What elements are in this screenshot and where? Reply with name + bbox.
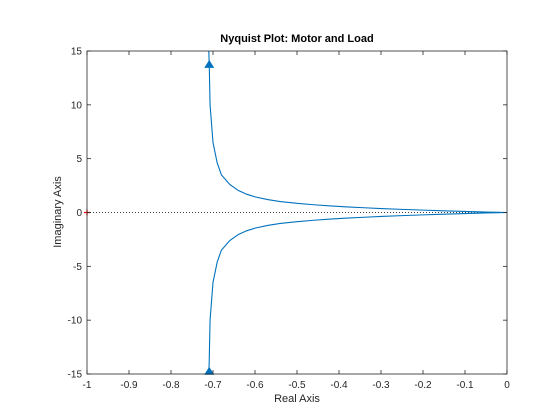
y-tick-label: -5 — [73, 262, 82, 273]
nyquist-curve-branch-2 — [208, 211, 508, 375]
y-tick-label: 5 — [76, 154, 82, 165]
y-tick-label: -10 — [68, 316, 83, 327]
x-tick-label: -0.1 — [456, 380, 474, 391]
x-tick-label: -1 — [83, 380, 92, 391]
y-tick-label: 10 — [71, 100, 83, 111]
y-tick-label: 0 — [76, 208, 82, 219]
chart-title: Nyquist Plot: Motor and Load — [220, 33, 373, 45]
x-tick-label: -0.7 — [204, 380, 222, 391]
x-tick-label: -0.3 — [372, 380, 390, 391]
nyquist-curve-branch-1 — [208, 50, 508, 214]
y-tick-label: -15 — [68, 370, 83, 381]
direction-arrow-2 — [204, 366, 215, 375]
x-tick-label: -0.9 — [120, 380, 138, 391]
x-tick-label: -0.2 — [414, 380, 432, 391]
x-tick-label: -0.4 — [330, 380, 348, 391]
direction-arrow-1 — [204, 59, 215, 68]
x-tick-label: -0.6 — [246, 380, 264, 391]
y-axis-label: Imaginary Axis — [52, 176, 64, 248]
x-tick-label: 0 — [504, 380, 510, 391]
y-tick-label: 15 — [71, 47, 83, 58]
x-axis-label: Real Axis — [274, 393, 320, 405]
x-tick-label: -0.8 — [162, 380, 180, 391]
x-tick-label: -0.5 — [288, 380, 306, 391]
